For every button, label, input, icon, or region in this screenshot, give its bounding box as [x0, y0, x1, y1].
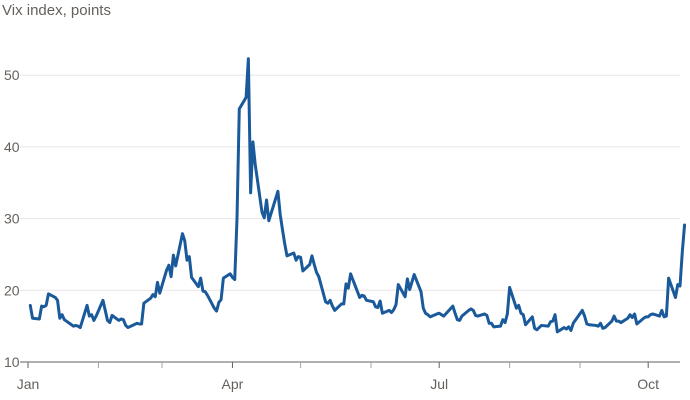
x-tick-label: Jan	[17, 376, 40, 392]
x-tick-label: Oct	[637, 376, 659, 392]
y-tick-label: 30	[4, 211, 20, 227]
y-tick-label: 50	[4, 67, 20, 83]
vix-series-line	[28, 57, 687, 334]
y-tick-label: 10	[4, 354, 20, 370]
y-tick-label: 20	[4, 282, 20, 298]
x-tick-label: Apr	[222, 376, 244, 392]
y-tick-label: 40	[4, 139, 20, 155]
y-axis-label: Vix index, points	[2, 2, 111, 19]
x-tick-label: Jul	[430, 376, 448, 392]
